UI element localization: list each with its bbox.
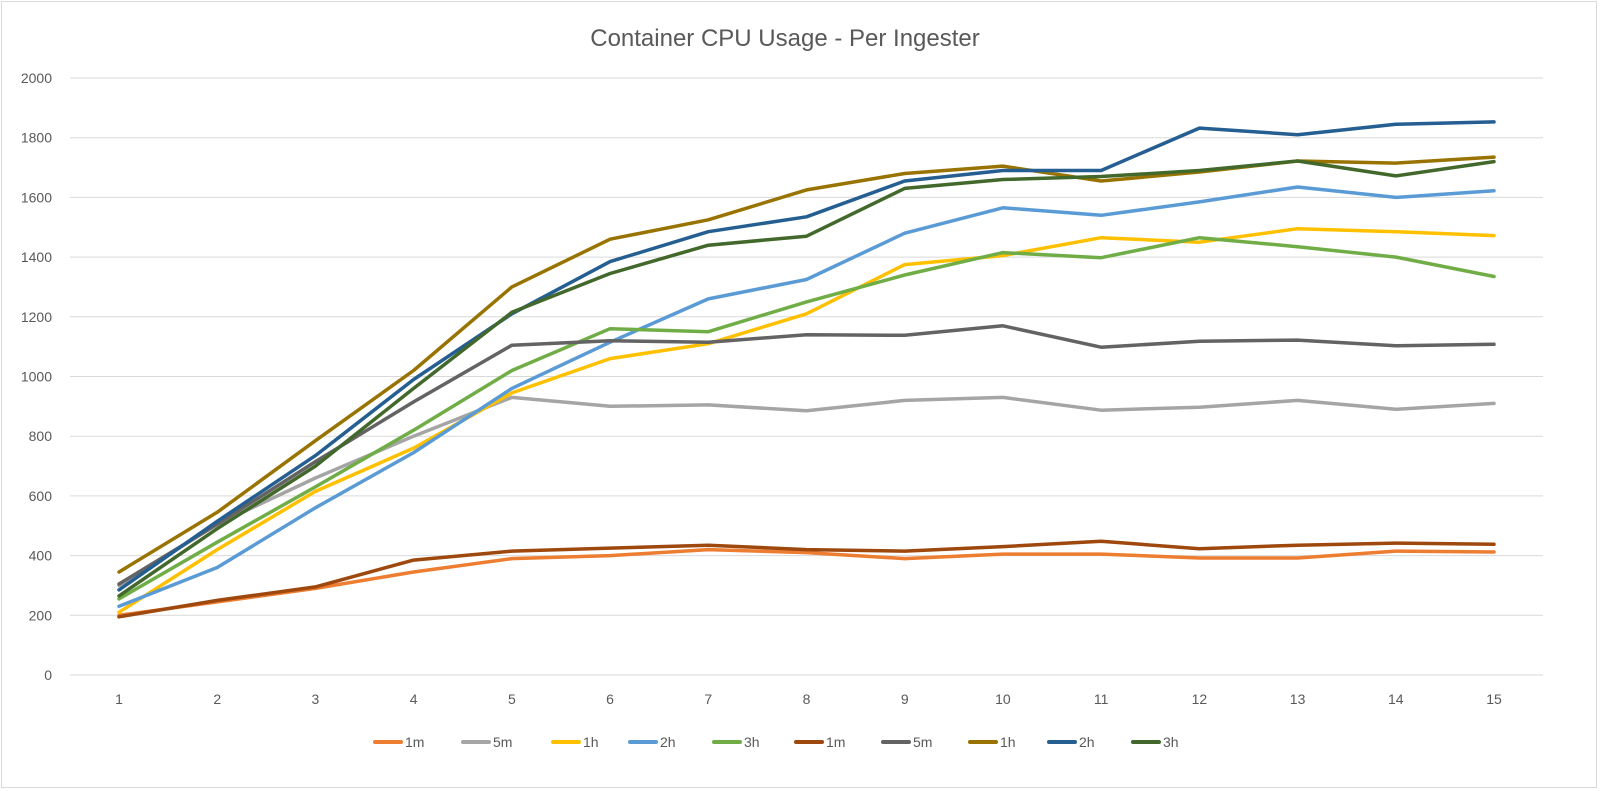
legend-label: 1m xyxy=(826,734,845,750)
series-line-1h-a xyxy=(117,226,1496,615)
gridlines xyxy=(70,77,1543,676)
legend-item[interactable]: 2h xyxy=(628,734,676,750)
legend: 1m 5m 1h 2h 3h 1m 5m 1h 2h 3h xyxy=(373,734,1179,750)
legend-label: 1h xyxy=(583,734,599,750)
x-tick-label: 2 xyxy=(213,691,221,707)
series-line-2h-a xyxy=(117,185,1496,609)
legend-label: 5m xyxy=(493,734,512,750)
y-tick-label: 1000 xyxy=(21,369,52,385)
y-tick-label: 1400 xyxy=(21,249,52,265)
legend-item[interactable]: 5m xyxy=(881,734,932,750)
series-line-2h-b xyxy=(117,120,1496,592)
x-tick-label: 4 xyxy=(410,691,418,707)
y-tick-label: 800 xyxy=(29,428,53,444)
y-tick-label: 0 xyxy=(44,667,52,683)
legend-item[interactable]: 1h xyxy=(551,734,599,750)
legend-label: 3h xyxy=(744,734,760,750)
x-tick-label: 5 xyxy=(508,691,516,707)
x-tick-label: 10 xyxy=(995,691,1011,707)
y-tick-label: 600 xyxy=(29,488,53,504)
legend-item[interactable]: 3h xyxy=(1131,734,1179,750)
legend-item[interactable]: 1m xyxy=(794,734,845,750)
x-tick-label: 7 xyxy=(704,691,712,707)
legend-item[interactable]: 5m xyxy=(461,734,512,750)
y-tick-label: 1600 xyxy=(21,189,52,205)
legend-label: 5m xyxy=(913,734,932,750)
series-line-3h-a xyxy=(117,235,1496,601)
y-tick-label: 1800 xyxy=(21,130,52,146)
legend-label: 1m xyxy=(405,734,424,750)
legend-item[interactable]: 1h xyxy=(968,734,1016,750)
series-line-1h-b xyxy=(117,155,1496,574)
legend-label: 2h xyxy=(1079,734,1095,750)
x-tick-label: 1 xyxy=(115,691,123,707)
x-tick-label: 6 xyxy=(606,691,614,707)
x-tick-label: 13 xyxy=(1290,691,1306,707)
x-axis-ticks: 1 2 3 4 5 6 7 8 9 10 11 12 13 14 15 xyxy=(115,691,1502,707)
chart-title: Container CPU Usage - Per Ingester xyxy=(590,25,980,52)
x-tick-label: 11 xyxy=(1094,691,1109,707)
series-line-1m-b xyxy=(117,539,1496,619)
x-tick-label: 8 xyxy=(803,691,811,707)
legend-item[interactable]: 2h xyxy=(1047,734,1095,750)
legend-item[interactable]: 3h xyxy=(712,734,760,750)
series-line-5m-a xyxy=(117,395,1496,588)
y-tick-label: 400 xyxy=(29,548,53,564)
y-tick-label: 2000 xyxy=(21,70,52,86)
legend-label: 2h xyxy=(660,734,676,750)
series-line-3h-b xyxy=(117,159,1496,598)
y-axis-ticks: 0 200 400 600 800 1000 1200 1400 1600 1800 2000 xyxy=(21,70,52,683)
y-tick-label: 200 xyxy=(29,607,53,623)
x-tick-label: 12 xyxy=(1192,691,1208,707)
legend-item[interactable]: 1m xyxy=(373,734,424,750)
legend-label: 3h xyxy=(1163,734,1179,750)
x-tick-label: 14 xyxy=(1388,691,1404,707)
legend-label: 1h xyxy=(1000,734,1016,750)
x-tick-label: 3 xyxy=(312,691,320,707)
series-line-1m-a xyxy=(117,547,1496,618)
y-tick-label: 1200 xyxy=(21,309,52,325)
series-lines xyxy=(117,120,1496,619)
x-tick-label: 9 xyxy=(901,691,909,707)
x-tick-label: 15 xyxy=(1486,691,1502,707)
